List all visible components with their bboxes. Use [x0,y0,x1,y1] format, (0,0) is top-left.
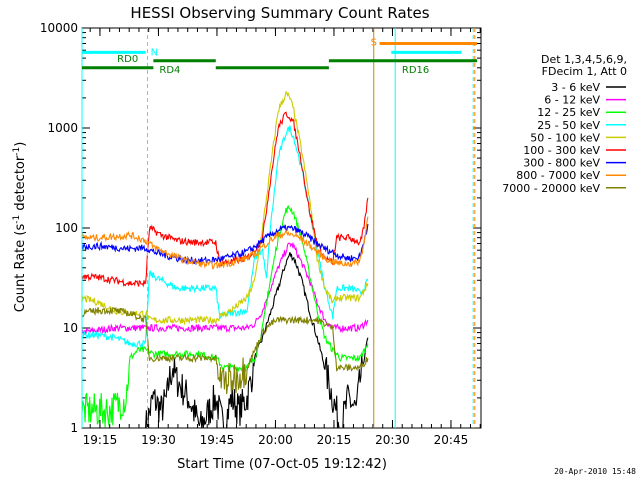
chart-title: HESSI Observing Summary Count Rates [130,4,429,22]
y-tick-label: 10000 [40,21,78,35]
legend-entry-label: 100 - 300 keV [523,144,600,157]
y-axis-label-main: Count Rate (s [13,224,28,313]
legend: Det 1,3,4,5,6,9,FDecim 1, Att 0 3 - 6 keV… [502,53,627,195]
footer-timestamp: 20-Apr-2010 15:48 [554,467,636,476]
legend-entry-label: 7000 - 20000 keV [502,182,600,195]
y-axis-label-sup2: -1 [12,147,22,156]
legend-entry-label: 6 - 12 keV [544,94,600,107]
x-axis-label: Start Time (07-Oct-05 19:12:42) [177,457,387,472]
x-tick-label: 20:15 [317,433,352,447]
legend-entry-label: 12 - 25 keV [537,106,600,119]
series-line [82,91,369,326]
x-tick-label: 19:15 [83,433,118,447]
legend-entry-label: 300 - 800 keV [523,157,600,170]
state-bar-label: S [371,37,377,48]
plot-area: 1 10 100 1000 10000 19:15 19:30 19:45 20:00 20:15… [40,21,482,447]
series-line [82,205,369,428]
x-tick-label: 20:00 [258,433,293,447]
legend-header-line: FDecim 1, Att 0 [542,65,627,78]
y-tick-label: 1 [70,421,78,435]
y-axis-label-end: ) [13,142,28,147]
legend-entry-label: 50 - 100 keV [530,131,600,144]
state-bar-label: RD4 [159,65,180,76]
series-line [82,216,369,270]
series-line [82,223,369,266]
y-axis-label: Count Rate (s-1 detector-1) [12,142,28,313]
y-tick-label: 10 [63,321,78,335]
legend-entry-label: 25 - 50 keV [537,119,600,132]
series-line [145,252,369,428]
y-tick-label: 1000 [47,121,78,135]
series-line [82,306,369,395]
series-line [82,111,369,288]
y-axis-label-sup1: -1 [12,215,22,224]
legend-entry-label: 800 - 7000 keV [516,169,600,182]
x-tick-label: 20:30 [375,433,410,447]
series-line [82,242,369,336]
x-tick-label: 19:45 [200,433,235,447]
state-bar-label: RD16 [402,65,429,76]
state-bar-label: RD0 [117,54,138,65]
y-tick-label: 100 [55,221,78,235]
x-tick-label: 20:45 [434,433,469,447]
legend-entry-label: 3 - 6 keV [551,81,600,94]
state-bar-label: N [151,47,158,58]
legend-header-line: Det 1,3,4,5,6,9, [541,53,627,66]
y-axis-label-mid: detector [13,155,28,215]
x-tick-label: 19:30 [141,433,176,447]
series-group [82,91,369,428]
